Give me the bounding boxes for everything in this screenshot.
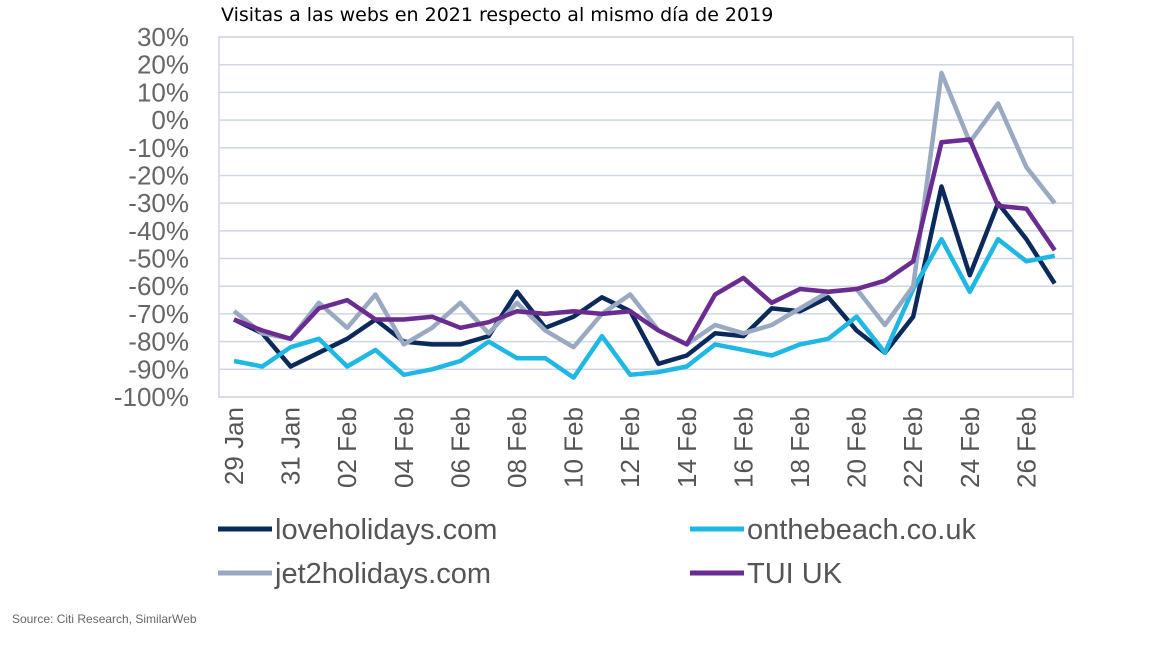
y-tick-label: -10%	[128, 133, 189, 163]
legend: loveholidays.com onthebeach.co.uk jet2holi…	[218, 514, 976, 590]
y-tick-label: 30%	[137, 22, 189, 52]
x-tick-label: 29 Jan	[219, 407, 249, 485]
x-tick-label: 12 Feb	[615, 407, 645, 488]
x-tick-label: 20 Feb	[842, 407, 872, 488]
x-tick-label: 04 Feb	[389, 407, 419, 488]
y-tick-label: -20%	[128, 160, 189, 190]
y-tick-label: -50%	[128, 244, 189, 274]
series-line-onthebeach-co-uk	[233, 236, 1056, 380]
series-lines	[232, 70, 1057, 380]
legend-label: TUI UK	[747, 558, 843, 590]
x-tick-label: 02 Feb	[332, 407, 362, 488]
x-tick-label: 22 Feb	[898, 407, 928, 488]
x-tick-label: 14 Feb	[672, 407, 702, 488]
legend-label: jet2holidays.com	[274, 558, 491, 590]
series-line-tui-uk	[233, 137, 1057, 347]
x-tick-label: 16 Feb	[728, 407, 758, 488]
chart-title: Visitas a las webs en 2021 respecto al m…	[221, 4, 774, 26]
y-tick-label: 0%	[151, 105, 189, 135]
y-tick-label: -100%	[114, 382, 189, 412]
source-note: Source: Citi Research, SimilarWeb	[12, 612, 197, 626]
x-tick-label: 08 Feb	[502, 407, 532, 488]
x-tick-label: 31 Jan	[276, 407, 306, 485]
x-tick-label: 18 Feb	[785, 407, 815, 488]
x-axis-ticks: 29 Jan 31 Jan 02 Feb 04 Feb 06 Feb 08 Feb 10 F…	[219, 407, 1041, 488]
series-line-loveholidays-com	[233, 184, 1057, 369]
legend-label: onthebeach.co.uk	[747, 514, 976, 546]
y-tick-label: -70%	[128, 299, 189, 329]
y-tick-label: -30%	[128, 188, 189, 218]
legend-label: loveholidays.com	[275, 514, 497, 546]
x-tick-label: 24 Feb	[955, 407, 985, 488]
y-tick-label: -80%	[128, 327, 189, 357]
y-axis-ticks: 30%20%10%0%-10%-20%-30%-40%-50%-60%-70%-…	[114, 22, 189, 412]
y-tick-label: 20%	[137, 50, 189, 80]
y-tick-label: -60%	[128, 271, 189, 301]
x-tick-label: 26 Feb	[1011, 407, 1041, 488]
y-tick-label: -40%	[128, 216, 189, 246]
x-tick-label: 10 Feb	[559, 407, 589, 488]
y-tick-label: -90%	[128, 354, 189, 384]
x-tick-label: 06 Feb	[445, 407, 475, 488]
y-tick-label: 10%	[137, 77, 189, 107]
